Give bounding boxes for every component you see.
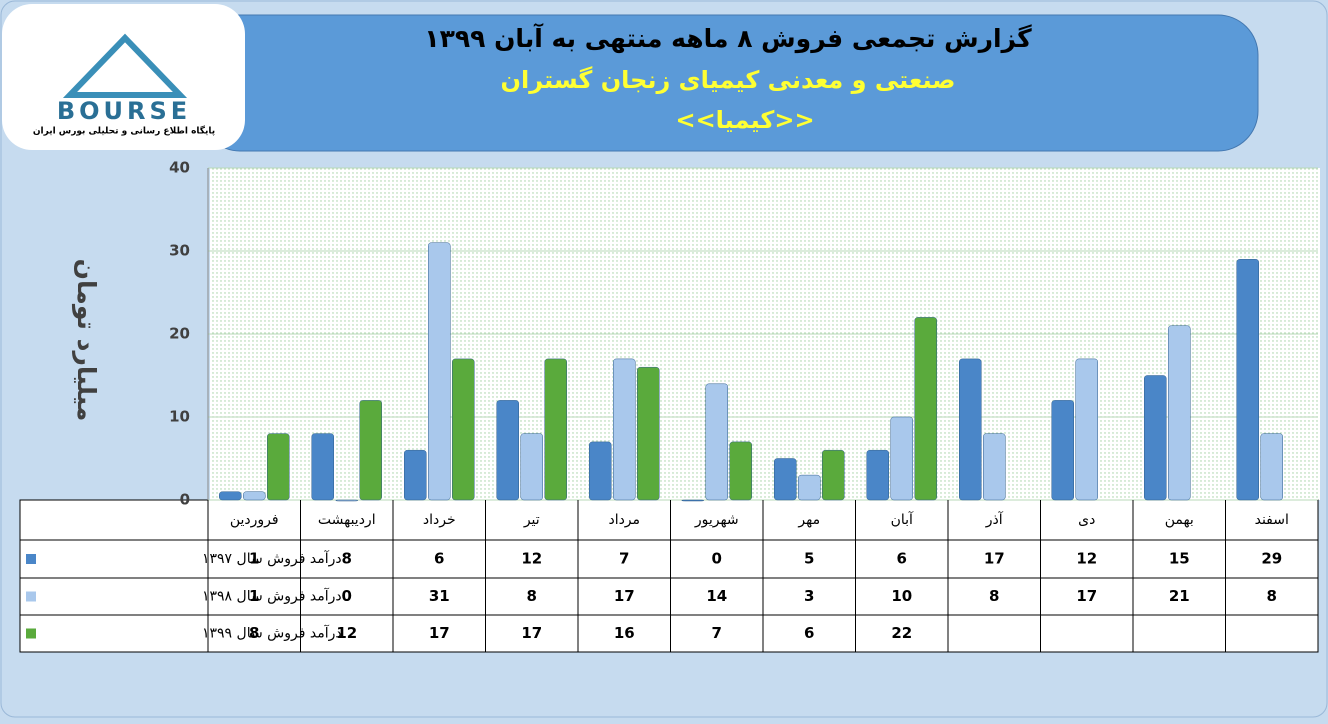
bar [705, 383, 728, 501]
table-value: 22 [891, 624, 912, 642]
x-tick-label: خرداد [423, 512, 456, 528]
bar [267, 433, 290, 501]
logo-box [2, 4, 245, 150]
table-value: 6 [434, 550, 444, 568]
x-tick-label: فروردین [230, 512, 279, 528]
table-value: 12 [336, 624, 357, 642]
legend-swatch [26, 554, 36, 564]
x-tick-label: اردیبهشت [318, 512, 376, 528]
table-value: 6 [804, 624, 814, 642]
table-value: 3 [804, 587, 814, 605]
table-value: 0 [342, 587, 352, 605]
x-tick-label: دی [1078, 512, 1095, 528]
table-value: 8 [249, 624, 259, 642]
table-value: 0 [712, 550, 722, 568]
logo-shape [62, 33, 188, 98]
table-value: 8 [342, 550, 352, 568]
x-tick-label: اسفند [1255, 512, 1289, 528]
table-value: 17 [984, 550, 1005, 568]
x-tick-label: مهر [797, 512, 820, 528]
bar [890, 416, 913, 501]
bar [637, 366, 660, 501]
table-value: 1 [249, 587, 259, 605]
y-axis-label: میلیارد تومان [71, 259, 101, 422]
chart-subtitle: صنعتی و معدنی کیمیای زنجان گستران [501, 66, 956, 94]
chart-title: گزارش تجمعی فروش ۸ ماهه منتهی به آبان ۱۳… [424, 23, 1032, 54]
x-tick-label: آبان [891, 511, 914, 528]
legend-swatch [26, 628, 36, 639]
bar [1075, 358, 1098, 501]
table-value: 17 [1076, 587, 1097, 605]
x-tick-label: شهریور [694, 512, 739, 528]
table-value: 5 [804, 550, 814, 568]
table-value: 8 [527, 587, 537, 605]
table-value: 17 [429, 624, 450, 642]
bar [520, 433, 543, 501]
bar [1168, 325, 1191, 501]
bar [613, 358, 636, 501]
table-value: 12 [1076, 550, 1097, 568]
bar [1236, 259, 1259, 501]
table-value: 10 [891, 587, 912, 605]
bar [452, 358, 475, 501]
table-value: 1 [249, 550, 259, 568]
bar [428, 242, 451, 501]
legend-label: درآمد فروش سال ۱۳۹۷ [202, 550, 342, 567]
bar [404, 449, 427, 501]
bar [496, 400, 519, 501]
x-tick-label: تیر [523, 512, 540, 528]
y-tick-label: 30 [169, 242, 190, 260]
x-tick-label: مرداد [608, 512, 640, 528]
table-value: 16 [614, 624, 635, 642]
bar [866, 449, 889, 501]
bar [798, 474, 821, 501]
symbol: <<کیمیا>> [675, 106, 814, 134]
table-value: 8 [1267, 587, 1277, 605]
bar [359, 400, 382, 501]
table-value: 15 [1169, 550, 1190, 568]
table-value: 6 [897, 550, 907, 568]
logo-tagline: پایگاه اطلاع رسانی و تحلیلی بورس ایران [33, 125, 215, 137]
bar [243, 491, 266, 501]
legend-label: درآمد فروش سال ۱۳۹۸ [202, 588, 342, 605]
bar [544, 358, 567, 501]
table-value: 7 [619, 550, 629, 568]
bar [983, 433, 1006, 501]
bar [335, 499, 358, 502]
y-tick-label: 0 [180, 491, 190, 509]
table-value: 14 [706, 587, 727, 605]
x-tick-label: بهمن [1165, 512, 1194, 528]
table-value: 21 [1169, 587, 1190, 605]
bar [914, 317, 937, 501]
data-table [19, 499, 1319, 653]
bar [822, 449, 845, 501]
bar [1051, 400, 1074, 501]
legend-label: درآمد فروش سال ۱۳۹۹ [202, 625, 342, 642]
table-value: 17 [614, 587, 635, 605]
y-tick-label: 20 [169, 325, 190, 343]
bar [1144, 375, 1167, 501]
bar [311, 433, 334, 501]
logo-name: BOURSE [57, 97, 191, 125]
table-value: 29 [1261, 550, 1282, 568]
y-tick-label: 40 [169, 159, 190, 177]
table-value: 12 [521, 550, 542, 568]
table-value: 7 [712, 624, 722, 642]
bar [959, 358, 982, 501]
y-tick-label: 10 [169, 408, 190, 426]
bar [589, 441, 612, 501]
bar [1260, 433, 1283, 501]
bar [729, 441, 752, 501]
table-value: 17 [521, 624, 542, 642]
x-tick-label: آذر [985, 511, 1004, 528]
table-value: 8 [989, 587, 999, 605]
bar [681, 499, 704, 502]
legend-swatch [26, 591, 36, 602]
table-value: 31 [429, 587, 450, 605]
bar [774, 458, 797, 501]
bar [219, 491, 242, 501]
